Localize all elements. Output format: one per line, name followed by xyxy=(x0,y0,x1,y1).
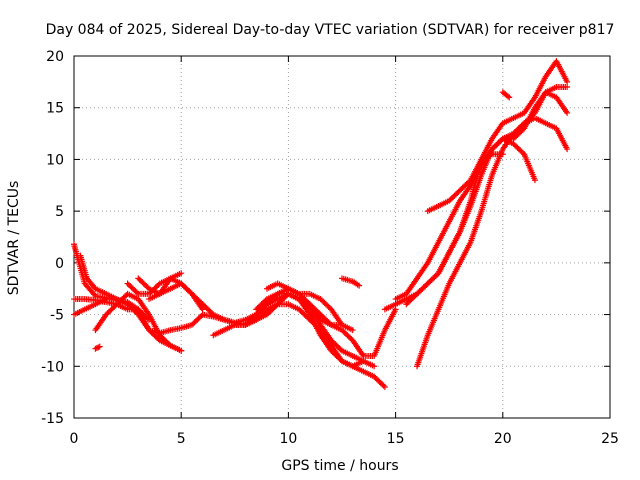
data-point xyxy=(519,121,526,128)
data-point xyxy=(381,383,388,390)
series-track-v xyxy=(489,135,538,184)
y-axis-label: SDTVAR / TECUs xyxy=(6,181,22,296)
series-track-u xyxy=(424,151,506,215)
data-point xyxy=(466,178,473,185)
data-markers xyxy=(71,58,571,390)
data-point xyxy=(380,382,387,389)
data-point xyxy=(96,343,103,350)
data-point xyxy=(262,297,269,304)
data-point xyxy=(178,347,185,354)
y-tick-label: 5 xyxy=(55,204,64,220)
series-track-p xyxy=(339,275,363,289)
data-point xyxy=(531,177,538,184)
data-point xyxy=(339,321,345,328)
data-point xyxy=(564,84,571,91)
axis-ticks: 0 5 10 15 20 25 -15 -10 -5 0 5 10 15 20 xyxy=(41,49,619,447)
y-tick-label: 10 xyxy=(46,152,64,168)
data-point xyxy=(103,296,110,303)
data-point xyxy=(499,151,506,158)
y-tick-label: -10 xyxy=(41,359,64,375)
data-point xyxy=(93,345,100,352)
y-tick-label: 15 xyxy=(46,101,64,117)
data-point xyxy=(166,341,173,348)
data-point xyxy=(504,93,511,100)
series-track-h xyxy=(135,270,185,297)
y-tick-label: 0 xyxy=(55,256,64,272)
series-track-t xyxy=(414,115,571,370)
data-point xyxy=(564,146,571,153)
grid xyxy=(74,56,610,418)
y-tick-label: -5 xyxy=(50,308,64,324)
data-point xyxy=(326,320,333,327)
chart-title: Day 084 of 2025, Sidereal Day-to-day VTE… xyxy=(46,22,615,38)
series-track-w xyxy=(499,89,513,101)
data-point xyxy=(564,78,571,85)
x-tick-label: 10 xyxy=(279,431,297,447)
series-track-n xyxy=(253,290,356,334)
data-point xyxy=(392,306,399,313)
series-track-g xyxy=(146,280,206,313)
data-point xyxy=(95,344,102,351)
series-track-m xyxy=(231,301,388,390)
data-point xyxy=(144,284,151,291)
data-point xyxy=(349,327,356,334)
y-tick-label: 20 xyxy=(46,49,64,65)
data-point xyxy=(371,363,378,370)
series-track-i xyxy=(92,343,103,352)
data-point xyxy=(133,289,140,296)
data-point xyxy=(356,282,363,289)
x-tick-label: 25 xyxy=(601,431,619,447)
x-tick-label: 0 xyxy=(70,431,79,447)
data-point xyxy=(434,271,441,278)
series-track-o xyxy=(263,280,345,328)
series-track-d xyxy=(71,296,110,318)
data-point xyxy=(178,270,185,277)
data-point xyxy=(262,307,269,314)
data-point xyxy=(519,149,526,156)
x-tick-label: 20 xyxy=(494,431,512,447)
plot-frame xyxy=(73,55,611,419)
series-track-r xyxy=(392,84,571,303)
series-track-e xyxy=(92,290,185,354)
y-tick-label: -15 xyxy=(41,411,64,427)
data-point xyxy=(564,109,571,116)
data-point xyxy=(155,281,162,288)
data-point xyxy=(506,94,513,101)
x-axis-label: GPS time / hours xyxy=(281,458,398,474)
data-point xyxy=(198,312,205,319)
data-point xyxy=(337,346,344,353)
x-tick-label: 15 xyxy=(387,431,405,447)
x-tick-label: 5 xyxy=(177,431,186,447)
